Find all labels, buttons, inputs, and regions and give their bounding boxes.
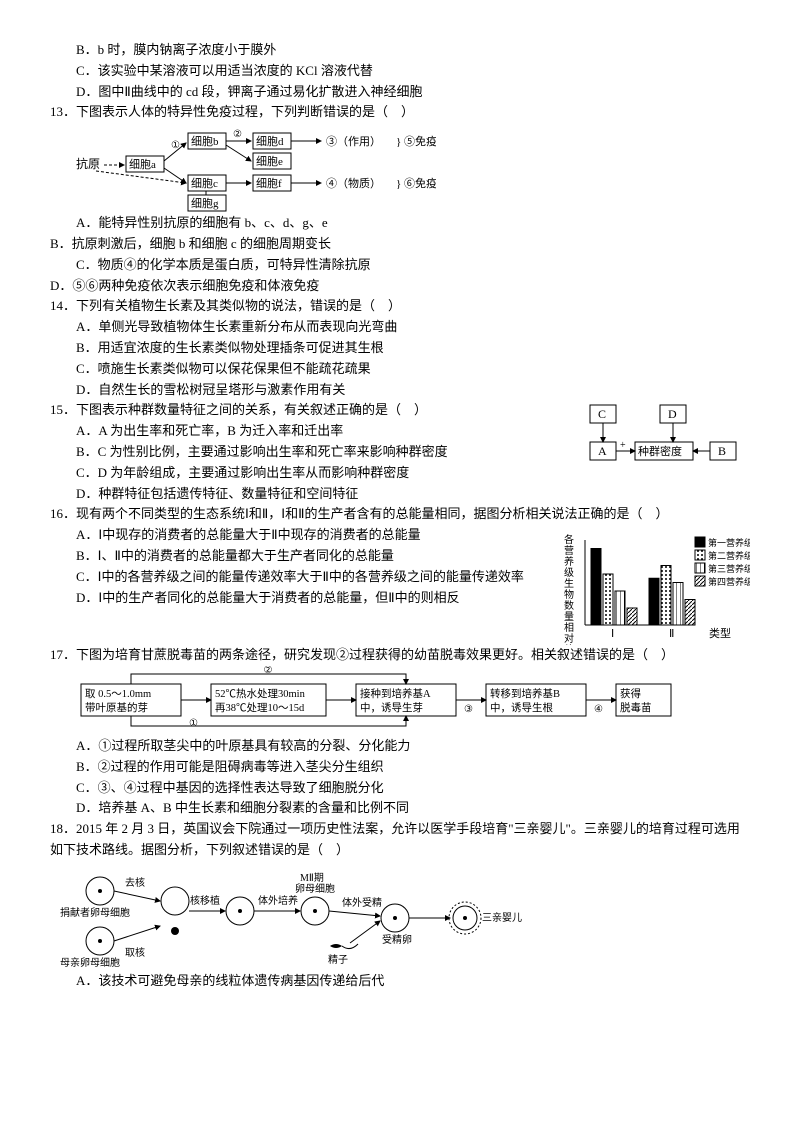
- q15-opt-d: D．种群特征包括遗传特征、数量特征和空间特征: [50, 484, 750, 505]
- q13-opt-b: B．抗原刺激后，细胞 b 和细胞 c 的细胞周期变长: [50, 234, 358, 255]
- q15-diagram: C D A B 种群密度 +: [580, 400, 750, 470]
- q13-stem: 13．下图表示人体的特异性免疫过程，下列判断错误的是（ ）: [50, 102, 750, 123]
- svg-text:接种到培养基A: 接种到培养基A: [360, 687, 431, 700]
- svg-text:营: 营: [564, 544, 574, 557]
- q16-stem: 16．现有两个不同类型的生态系统Ⅰ和Ⅱ，Ⅰ和Ⅱ的生产者含有的总能量相同，据图分析…: [50, 504, 750, 525]
- svg-text:类型: 类型: [709, 626, 731, 640]
- svg-text:细胞a: 细胞a: [129, 158, 156, 171]
- svg-text:①: ①: [171, 140, 180, 151]
- q12-opt-b: B．b 时，膜内钠离子浓度小于膜外: [50, 40, 750, 61]
- svg-text:精子: 精子: [328, 953, 348, 966]
- svg-text:再38℃处理10～15d: 再38℃处理10～15d: [215, 702, 305, 714]
- svg-text:体外受精: 体外受精: [342, 896, 382, 909]
- q17-flow: 取 0.5～1.0mm带叶原基的芽 52℃热水处理30min 再38℃处理10～15…: [50, 666, 750, 736]
- q17-opt-b: B．②过程的作用可能是阻碍病毒等进入茎尖分生组织: [50, 757, 750, 778]
- svg-text:抗原: 抗原: [76, 156, 100, 171]
- svg-text:第四营养级: 第四营养级: [708, 576, 750, 587]
- q17-opt-a: A．①过程所取茎尖中的叶原基具有较高的分裂、分化能力: [50, 736, 750, 757]
- svg-text:生: 生: [564, 577, 574, 590]
- q13-opt-a: A．能特异性别抗原的细胞有 b、c、d、g、e: [50, 213, 454, 234]
- svg-text:核移植: 核移植: [190, 894, 220, 907]
- svg-text:级: 级: [564, 567, 574, 579]
- q18-stem: 18．2015 年 2 月 3 日，英国议会下院通过一项历史性法案，允许以医学手…: [50, 819, 750, 861]
- q12-opt-d: D．图中Ⅱ曲线中的 cd 段，钾离子通过易化扩散进入神经细胞: [50, 82, 750, 103]
- svg-text:C: C: [598, 407, 606, 421]
- q14-opt-a: A．单侧光导致植物体生长素重新分布从而表现向光弯曲: [50, 317, 750, 338]
- svg-text:母亲卵母细胞: 母亲卵母细胞: [60, 956, 120, 969]
- svg-text:+: +: [620, 440, 626, 451]
- q18-opt-a: A．该技术可避免母亲的线粒体遗传病基因传递给后代: [50, 971, 750, 992]
- svg-text:④（物质）: ④（物质）: [326, 176, 381, 190]
- svg-text:细胞e: 细胞e: [256, 155, 283, 168]
- svg-text:MⅡ期: MⅡ期: [300, 872, 324, 884]
- svg-text:}: }: [396, 178, 401, 190]
- q17-opt-d: D．培养基 A、B 中生长素和细胞分裂素的含量和比例不同: [50, 798, 750, 819]
- q14-opt-b: B．用适宜浓度的生长素类似物处理插条可促进其生根: [50, 338, 750, 359]
- svg-text:细胞b: 细胞b: [191, 135, 219, 148]
- svg-text:捐献者卵母细胞: 捐献者卵母细胞: [60, 906, 130, 919]
- svg-text:三亲婴儿: 三亲婴儿: [482, 911, 522, 924]
- svg-text:脱毒苗: 脱毒苗: [620, 701, 652, 714]
- q18-diagram: 捐献者卵母细胞母亲卵母细胞 去核取核 核移植 体外培养MⅡ期卵母细胞精子 体外受精受精卵…: [50, 861, 750, 971]
- svg-text:取核: 取核: [125, 946, 145, 959]
- svg-text:养: 养: [564, 555, 574, 568]
- q12-opt-c: C．该实验中某溶液可以用适当浓度的 KCl 溶液代替: [50, 61, 750, 82]
- svg-text:卵母细胞: 卵母细胞: [295, 882, 335, 895]
- svg-text:A: A: [598, 444, 607, 458]
- immune-diagram-svg: 抗原 细胞a ① 细胞b ② 细胞d 细胞e ③（作用） 细胞c 细胞g 细胞f…: [76, 123, 436, 213]
- q13-diagram: 抗原 细胞a ① 细胞b ② 细胞d 细胞e ③（作用） 细胞c 细胞g 细胞f…: [50, 123, 750, 213]
- q14-opt-d: D．自然生长的雪松树冠呈塔形与激素作用有关: [50, 380, 750, 401]
- svg-text:细胞c: 细胞c: [191, 177, 218, 190]
- svg-text:Ⅰ: Ⅰ: [611, 628, 614, 640]
- svg-text:②: ②: [264, 666, 273, 676]
- svg-text:第三营养级: 第三营养级: [708, 563, 750, 574]
- svg-text:种群密度: 种群密度: [638, 444, 682, 458]
- svg-text:受精卵: 受精卵: [382, 933, 412, 946]
- svg-text:各: 各: [564, 533, 574, 546]
- svg-text:D: D: [668, 407, 677, 421]
- svg-text:第二营养级: 第二营养级: [708, 550, 750, 561]
- q13-opt-d: D．⑤⑥两种免疫依次表示细胞免疫和体液免疫: [50, 276, 358, 297]
- svg-text:带叶原基的芽: 带叶原基的芽: [85, 701, 148, 714]
- svg-text:②: ②: [233, 129, 242, 140]
- svg-text:B: B: [718, 444, 726, 458]
- svg-text:取 0.5～1.0mm: 取 0.5～1.0mm: [85, 688, 151, 700]
- svg-text:体外培养: 体外培养: [258, 894, 298, 907]
- q13-opt-c: C．物质④的化学本质是蛋白质，可特异性清除抗原: [50, 255, 454, 276]
- svg-text:数: 数: [564, 599, 574, 612]
- svg-text:去核: 去核: [125, 876, 145, 889]
- svg-text:⑥免疫: ⑥免疫: [404, 176, 436, 190]
- svg-text:①: ①: [189, 718, 198, 729]
- q17-opt-c: C．③、④过程中基因的选择性表达导致了细胞脱分化: [50, 778, 750, 799]
- svg-text:④: ④: [594, 704, 603, 715]
- svg-text:量: 量: [564, 611, 574, 623]
- svg-text:中，诱导生根: 中，诱导生根: [490, 701, 553, 714]
- svg-text:转移到培养基B: 转移到培养基B: [490, 687, 560, 700]
- svg-text:Ⅱ: Ⅱ: [669, 628, 674, 640]
- svg-text:对: 对: [564, 632, 574, 645]
- svg-text:细胞f: 细胞f: [256, 177, 282, 190]
- svg-text:物: 物: [564, 588, 574, 601]
- q14-opt-c: C．喷施生长素类似物可以保花保果但不能疏花疏果: [50, 359, 750, 380]
- svg-text:细胞d: 细胞d: [256, 135, 284, 148]
- svg-text:第一营养级: 第一营养级: [708, 537, 750, 548]
- q16-chart: 各营养级生物数量相对值ⅠⅡ类型第一营养级第二营养级第三营养级第四营养级: [560, 525, 750, 645]
- svg-text:细胞g: 细胞g: [191, 197, 219, 210]
- svg-text:③: ③: [464, 704, 473, 715]
- svg-text:52℃热水处理30min: 52℃热水处理30min: [215, 687, 306, 700]
- svg-text:}: }: [396, 136, 401, 148]
- svg-text:相: 相: [564, 621, 574, 634]
- q14-stem: 14．下列有关植物生长素及其类似物的说法，错误的是（ ）: [50, 296, 750, 317]
- svg-text:获得: 获得: [620, 688, 641, 700]
- svg-text:⑤免疫: ⑤免疫: [404, 134, 436, 148]
- svg-text:中，诱导生芽: 中，诱导生芽: [360, 701, 423, 714]
- q17-stem: 17．下图为培育甘蔗脱毒苗的两条途径，研究发现②过程获得的幼苗脱毒效果更好。相关…: [50, 645, 750, 666]
- svg-text:③（作用）: ③（作用）: [326, 135, 381, 148]
